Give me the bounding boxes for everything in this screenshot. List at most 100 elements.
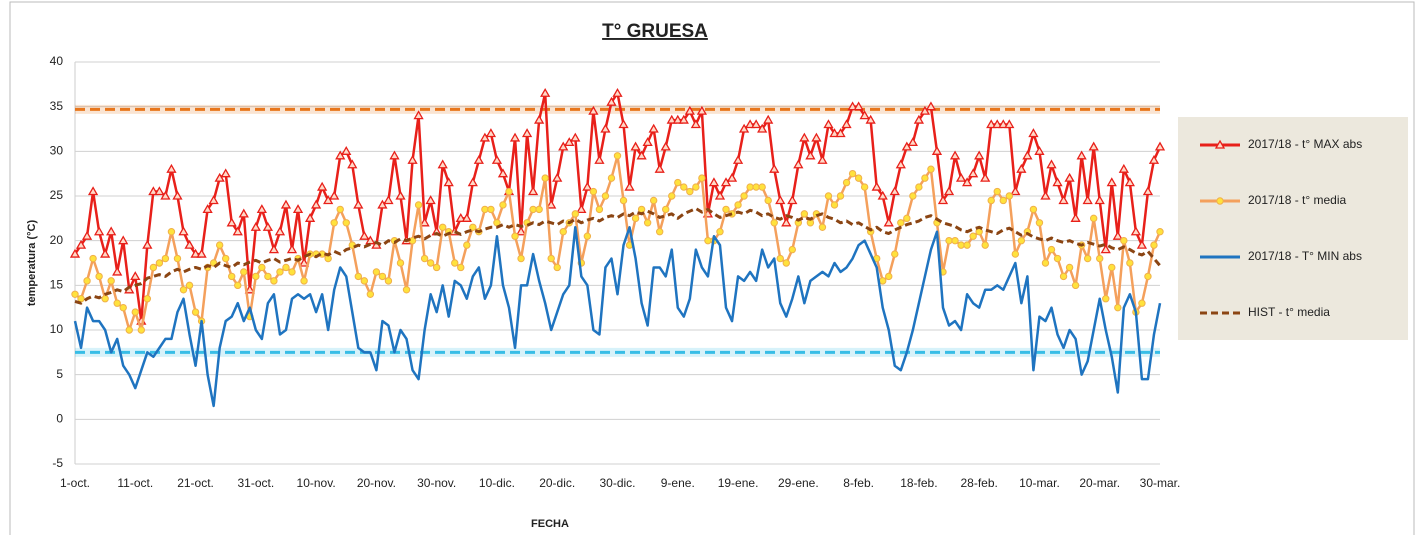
data-point bbox=[588, 105, 599, 115]
data-point bbox=[842, 178, 851, 187]
data-point bbox=[583, 232, 592, 240]
data-point bbox=[1059, 272, 1068, 281]
data-point bbox=[643, 219, 652, 227]
y-tick-label: 35 bbox=[50, 99, 64, 113]
data-point bbox=[1144, 272, 1152, 281]
data-point bbox=[220, 168, 231, 178]
data-point bbox=[323, 195, 334, 205]
data-point bbox=[660, 141, 671, 151]
data-point bbox=[999, 196, 1007, 205]
data-point bbox=[547, 254, 555, 263]
data-point bbox=[389, 150, 400, 160]
data-point bbox=[191, 308, 200, 316]
data-point bbox=[877, 190, 888, 200]
data-point bbox=[208, 195, 219, 205]
x-tick-label: 1-oct. bbox=[60, 476, 90, 490]
data-point bbox=[1016, 163, 1027, 173]
data-point bbox=[100, 248, 111, 258]
data-point bbox=[732, 154, 744, 164]
data-point bbox=[1011, 250, 1020, 258]
data-point bbox=[414, 201, 423, 209]
data-point bbox=[1089, 214, 1098, 223]
data-point bbox=[963, 241, 971, 249]
data-point bbox=[692, 183, 700, 191]
data-point bbox=[1041, 259, 1050, 267]
x-tick-label: 8-feb. bbox=[843, 476, 874, 490]
y-tick-label: 30 bbox=[50, 144, 64, 158]
data-point bbox=[106, 226, 117, 236]
data-point bbox=[1046, 159, 1057, 169]
data-point bbox=[818, 223, 827, 231]
data-point bbox=[469, 223, 477, 231]
data-point bbox=[925, 101, 937, 111]
data-point bbox=[131, 308, 139, 316]
data-point bbox=[595, 205, 604, 214]
data-point bbox=[1102, 295, 1110, 303]
data-point bbox=[437, 159, 448, 169]
data-point bbox=[463, 241, 471, 249]
data-point bbox=[402, 286, 411, 294]
data-point bbox=[897, 219, 905, 227]
data-point bbox=[630, 141, 641, 151]
data-point bbox=[799, 132, 810, 142]
data-point bbox=[686, 187, 694, 196]
y-tick-label: 5 bbox=[56, 367, 63, 381]
x-tick-label: 30-dic. bbox=[599, 476, 635, 490]
y-tick-label: 10 bbox=[50, 322, 64, 336]
data-point bbox=[534, 114, 545, 124]
data-point bbox=[714, 190, 726, 200]
x-tick-label: 19-ene. bbox=[718, 476, 759, 490]
data-point bbox=[262, 221, 274, 231]
legend-label: 2017/18 - T° MIN abs bbox=[1248, 249, 1362, 263]
x-tick-label: 31-oct. bbox=[237, 476, 274, 490]
data-point bbox=[672, 114, 683, 124]
x-tick-label: 29-ene. bbox=[778, 476, 819, 490]
data-point bbox=[317, 181, 328, 191]
data-point bbox=[854, 174, 863, 182]
data-point bbox=[668, 192, 676, 200]
data-point bbox=[1154, 141, 1166, 151]
legend-box bbox=[1178, 117, 1408, 340]
data-point bbox=[1070, 213, 1081, 222]
chart-title: T° GRUESA bbox=[602, 21, 708, 42]
data-point bbox=[515, 226, 527, 236]
data-point bbox=[517, 254, 525, 263]
data-point bbox=[113, 299, 121, 307]
y-tick-label: 40 bbox=[50, 54, 64, 68]
data-point bbox=[1035, 219, 1044, 227]
data-point bbox=[196, 248, 207, 258]
data-point bbox=[949, 150, 961, 160]
data-point bbox=[649, 196, 658, 205]
data-point bbox=[119, 303, 127, 312]
data-point bbox=[776, 254, 784, 263]
data-point bbox=[666, 114, 677, 124]
data-point bbox=[511, 232, 519, 240]
data-point bbox=[1017, 236, 1026, 245]
data-point bbox=[696, 105, 708, 115]
data-point bbox=[185, 281, 194, 290]
data-point bbox=[143, 295, 152, 303]
data-point bbox=[722, 205, 730, 214]
data-point bbox=[81, 230, 93, 240]
data-point bbox=[252, 272, 260, 281]
data-point bbox=[716, 228, 724, 236]
data-point bbox=[107, 277, 115, 285]
data-point bbox=[885, 272, 893, 281]
data-point bbox=[835, 128, 846, 138]
data-point bbox=[571, 210, 580, 218]
data-point bbox=[757, 123, 768, 133]
data-point bbox=[582, 181, 593, 191]
x-tick-label: 9-ene. bbox=[661, 476, 695, 490]
data-point bbox=[836, 192, 845, 200]
data-point bbox=[678, 114, 689, 124]
data-point bbox=[258, 263, 266, 272]
data-point bbox=[347, 159, 358, 169]
data-point bbox=[987, 196, 995, 205]
data-point bbox=[859, 110, 870, 120]
data-point bbox=[240, 268, 248, 276]
data-point bbox=[256, 204, 267, 214]
data-point bbox=[909, 192, 917, 200]
x-tick-label: 30-nov. bbox=[417, 476, 456, 490]
data-point bbox=[752, 183, 760, 191]
